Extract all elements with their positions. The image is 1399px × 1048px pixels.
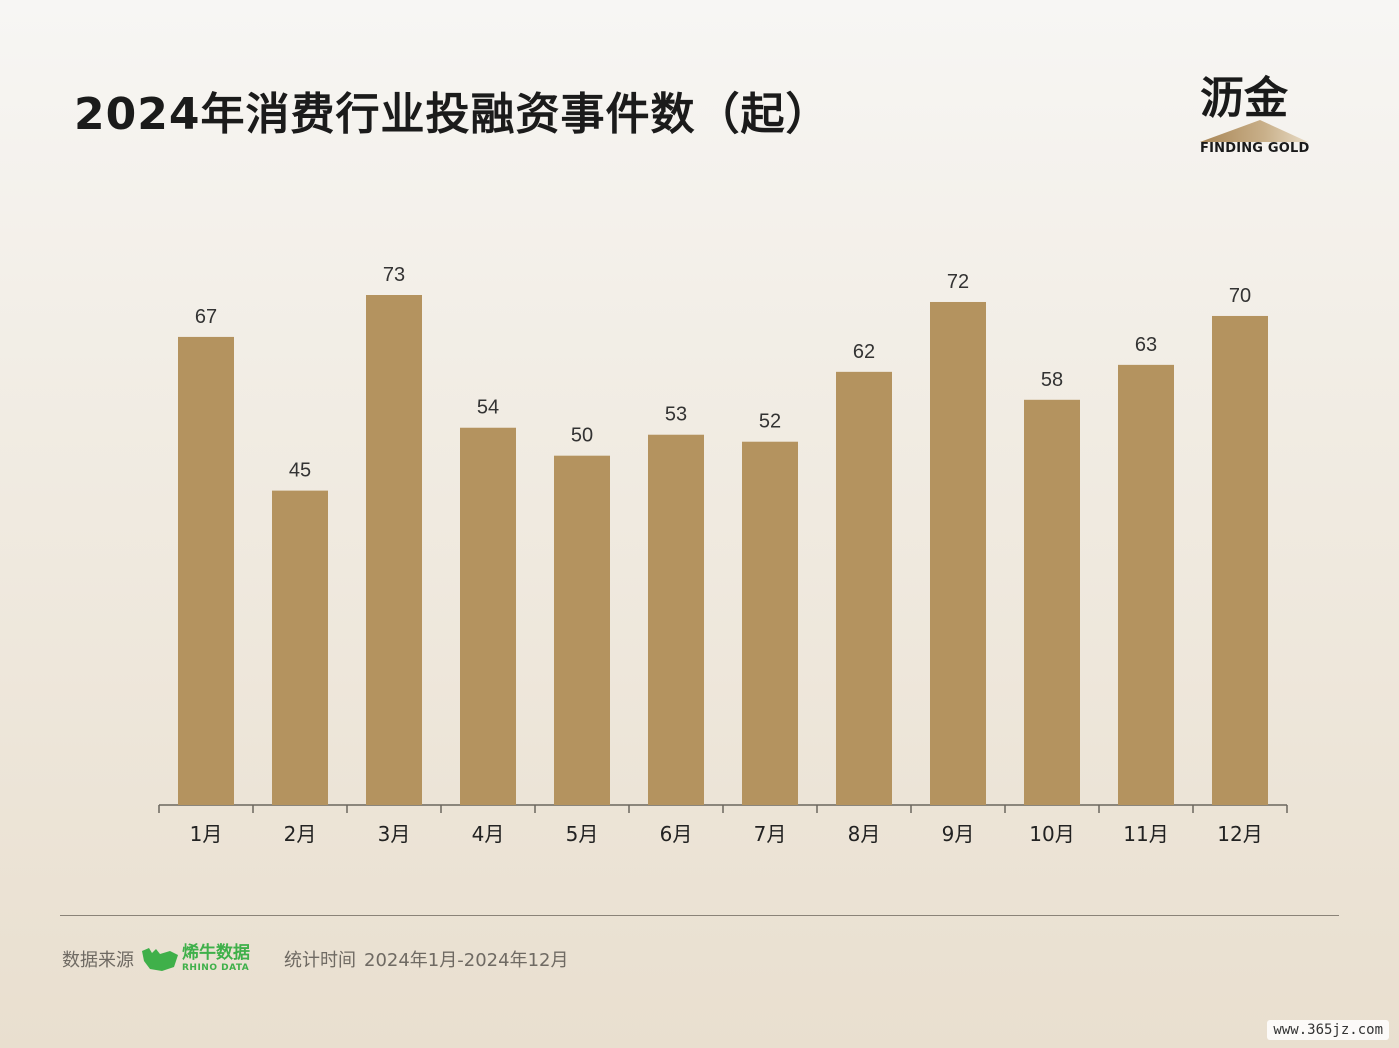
data-label: 63	[1135, 334, 1157, 356]
brand-tagline: FINDING GOLD	[1200, 141, 1310, 156]
period-value: 2024年1月-2024年12月	[364, 950, 569, 971]
bar	[1118, 364, 1174, 805]
bar	[178, 336, 234, 805]
rhino-icon	[142, 948, 178, 971]
rhino-name-en: RHINO DATA	[182, 963, 250, 973]
category-label: 11月	[1123, 822, 1168, 846]
source-label: 数据来源	[62, 950, 134, 971]
bar	[366, 295, 422, 805]
brand-name: 沥金	[1200, 73, 1288, 124]
category-label: 4月	[472, 822, 505, 846]
category-label: 3月	[378, 822, 411, 846]
data-label: 62	[853, 341, 875, 363]
bar	[742, 441, 798, 805]
category-label: 10月	[1029, 822, 1074, 846]
bar	[1212, 315, 1268, 805]
category-label: 8月	[848, 822, 881, 846]
category-label: 6月	[660, 822, 693, 846]
rhino-data-logo: 烯牛数据 RHINO DATA	[140, 945, 250, 973]
bar	[836, 371, 892, 805]
data-label: 67	[195, 306, 217, 328]
data-label: 70	[1229, 285, 1251, 307]
brand-logo: 沥金 FINDING GOLD	[1196, 62, 1312, 158]
category-label: 9月	[942, 822, 975, 846]
bar	[554, 455, 610, 805]
footer: 数据来源 烯牛数据 RHINO DATA 统计时间 2024年1月-2024年1…	[62, 944, 568, 974]
data-label: 45	[289, 460, 311, 482]
bar	[460, 427, 516, 805]
watermark: www.365jz.com	[1267, 1020, 1389, 1040]
footer-divider	[60, 915, 1339, 916]
bar	[1024, 399, 1080, 805]
data-label: 54	[477, 397, 499, 419]
data-label: 58	[1041, 369, 1063, 391]
period-label: 统计时间	[284, 950, 356, 971]
data-label: 50	[571, 425, 593, 447]
category-label: 5月	[566, 822, 599, 846]
rhino-name-cn: 烯牛数据	[182, 943, 250, 963]
bar	[272, 490, 328, 805]
category-label: 7月	[754, 822, 787, 846]
bar	[648, 434, 704, 805]
category-label: 1月	[190, 822, 223, 846]
bar	[930, 301, 986, 805]
data-label: 73	[383, 264, 405, 286]
data-label: 52	[759, 411, 781, 433]
data-label: 72	[947, 271, 969, 293]
mountain-icon	[1200, 120, 1308, 142]
data-label: 53	[665, 404, 687, 426]
category-label: 12月	[1217, 822, 1262, 846]
chart-title: 2024年消费行业投融资事件数（起）	[74, 89, 831, 140]
category-label: 2月	[284, 822, 317, 846]
